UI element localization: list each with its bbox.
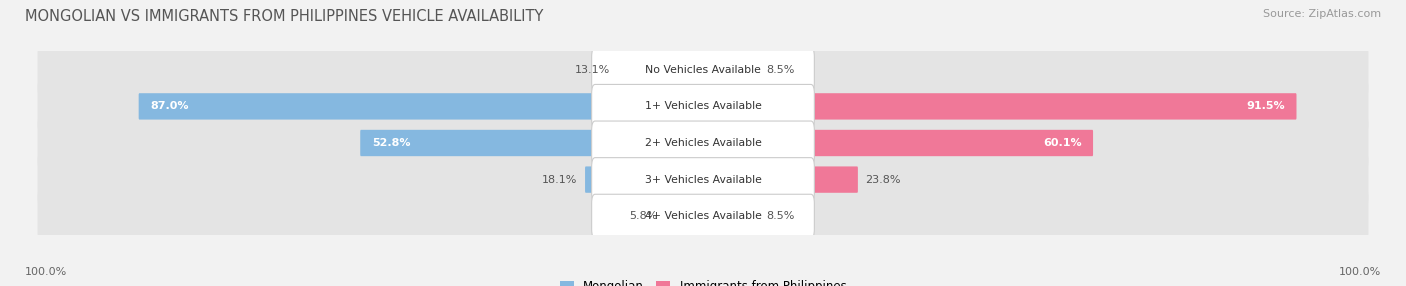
Text: 87.0%: 87.0%	[150, 102, 188, 111]
FancyBboxPatch shape	[703, 166, 858, 193]
Text: 100.0%: 100.0%	[25, 267, 67, 277]
FancyBboxPatch shape	[703, 203, 759, 229]
Text: Source: ZipAtlas.com: Source: ZipAtlas.com	[1263, 9, 1381, 19]
FancyBboxPatch shape	[665, 203, 703, 229]
Text: 18.1%: 18.1%	[543, 175, 578, 184]
FancyBboxPatch shape	[592, 84, 814, 128]
FancyBboxPatch shape	[592, 194, 814, 238]
Text: 5.8%: 5.8%	[628, 211, 658, 221]
FancyBboxPatch shape	[592, 121, 814, 165]
FancyBboxPatch shape	[703, 57, 759, 83]
FancyBboxPatch shape	[139, 93, 703, 120]
FancyBboxPatch shape	[38, 41, 1368, 99]
FancyBboxPatch shape	[592, 158, 814, 202]
Text: 60.1%: 60.1%	[1043, 138, 1081, 148]
Text: 2+ Vehicles Available: 2+ Vehicles Available	[644, 138, 762, 148]
Legend: Mongolian, Immigrants from Philippines: Mongolian, Immigrants from Philippines	[555, 276, 851, 286]
FancyBboxPatch shape	[617, 57, 703, 83]
Text: 91.5%: 91.5%	[1246, 102, 1285, 111]
Text: 23.8%: 23.8%	[865, 175, 901, 184]
Text: 8.5%: 8.5%	[766, 211, 794, 221]
Text: MONGOLIAN VS IMMIGRANTS FROM PHILIPPINES VEHICLE AVAILABILITY: MONGOLIAN VS IMMIGRANTS FROM PHILIPPINES…	[25, 9, 544, 23]
Text: 1+ Vehicles Available: 1+ Vehicles Available	[644, 102, 762, 111]
FancyBboxPatch shape	[38, 78, 1368, 135]
FancyBboxPatch shape	[703, 130, 1092, 156]
FancyBboxPatch shape	[38, 114, 1368, 172]
FancyBboxPatch shape	[703, 93, 1296, 120]
Text: No Vehicles Available: No Vehicles Available	[645, 65, 761, 75]
Text: 100.0%: 100.0%	[1339, 267, 1381, 277]
Text: 3+ Vehicles Available: 3+ Vehicles Available	[644, 175, 762, 184]
FancyBboxPatch shape	[360, 130, 703, 156]
Text: 4+ Vehicles Available: 4+ Vehicles Available	[644, 211, 762, 221]
FancyBboxPatch shape	[585, 166, 703, 193]
FancyBboxPatch shape	[592, 48, 814, 92]
Text: 52.8%: 52.8%	[371, 138, 411, 148]
Text: 13.1%: 13.1%	[575, 65, 610, 75]
Text: 8.5%: 8.5%	[766, 65, 794, 75]
FancyBboxPatch shape	[38, 187, 1368, 245]
FancyBboxPatch shape	[38, 151, 1368, 208]
